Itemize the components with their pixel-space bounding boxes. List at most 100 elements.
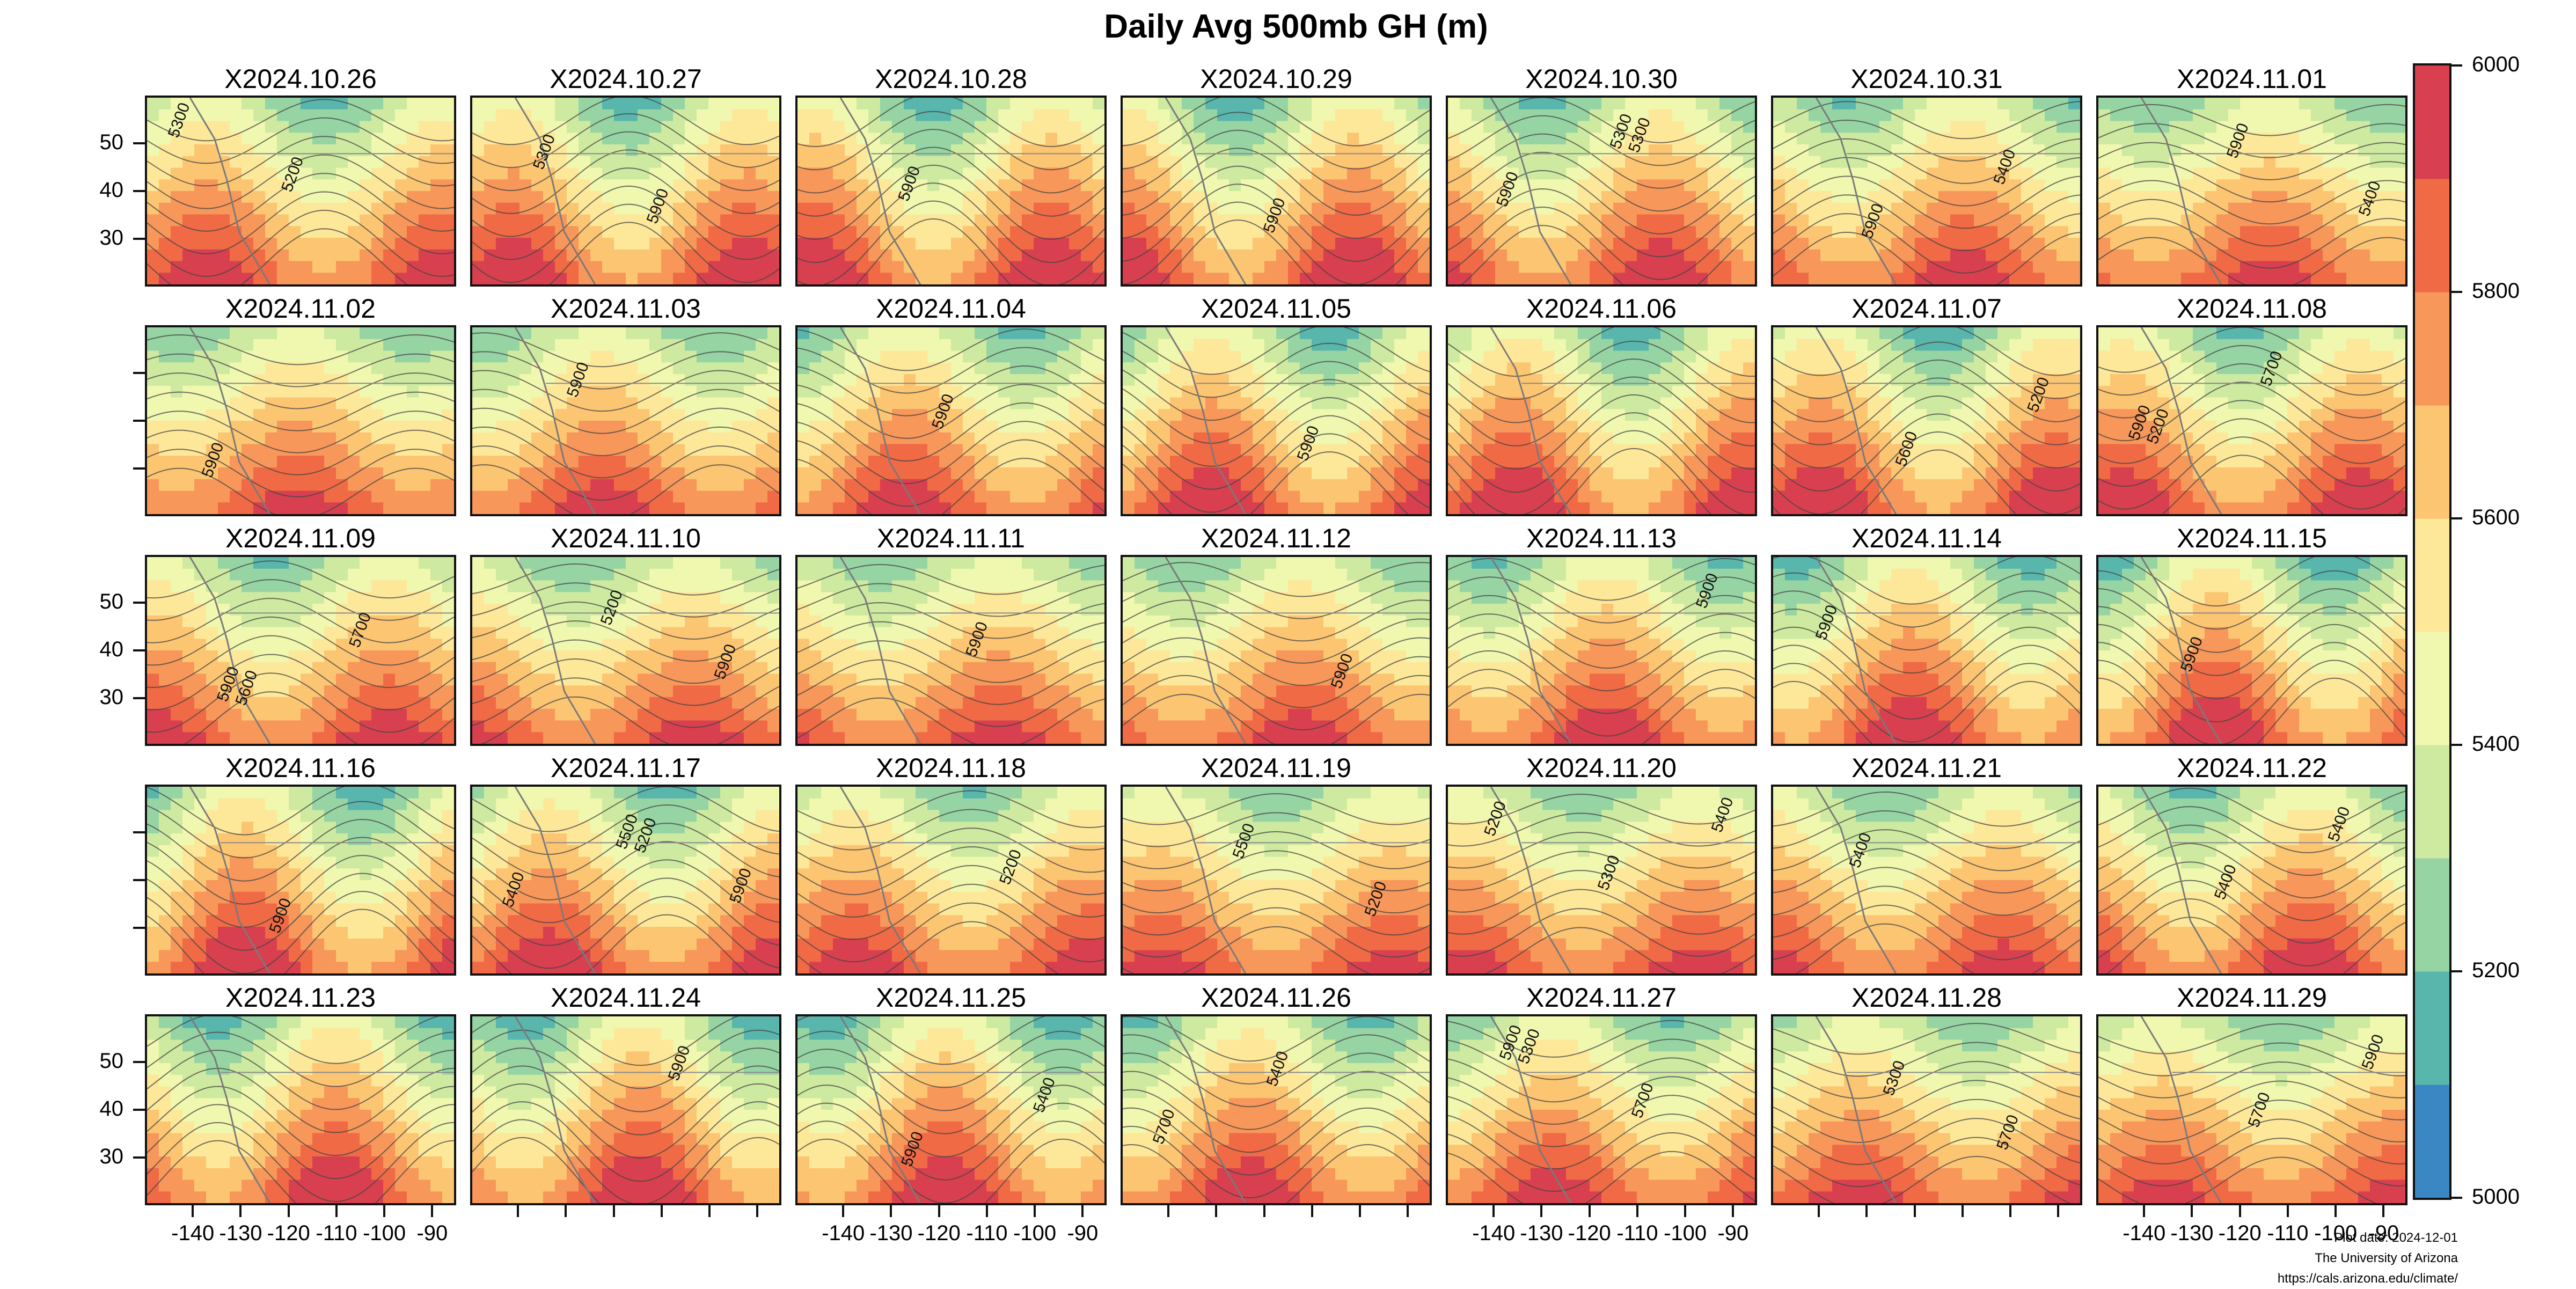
height-cell bbox=[419, 351, 431, 363]
height-cell bbox=[395, 98, 407, 109]
height-cell bbox=[1382, 273, 1395, 284]
height-cell bbox=[265, 327, 277, 339]
height-cell bbox=[1531, 374, 1543, 386]
height-cell bbox=[2275, 203, 2288, 215]
height-cell bbox=[1601, 238, 1614, 250]
height-cell bbox=[2045, 250, 2057, 261]
height-cell bbox=[241, 502, 254, 514]
height-cell bbox=[833, 179, 845, 191]
height-cell bbox=[1323, 351, 1336, 363]
height-cell bbox=[1135, 144, 1147, 156]
height-cell bbox=[1708, 109, 1720, 121]
height-cell bbox=[1997, 109, 2010, 121]
height-cell bbox=[1205, 491, 1218, 503]
height-cell bbox=[484, 121, 496, 133]
height-cell bbox=[1406, 215, 1418, 226]
height-cell bbox=[430, 502, 443, 514]
height-cell bbox=[1323, 121, 1336, 133]
height-cell bbox=[1288, 362, 1300, 374]
height-cell bbox=[1182, 226, 1194, 238]
height-cell bbox=[1323, 479, 1336, 491]
height-cell bbox=[1483, 250, 1496, 261]
height-cell bbox=[1359, 121, 1371, 133]
height-cell bbox=[1743, 351, 1755, 363]
height-cell bbox=[289, 351, 301, 363]
height-cell bbox=[1205, 261, 1218, 273]
height-cell bbox=[147, 203, 159, 215]
height-cell bbox=[1194, 261, 1206, 273]
height-cell bbox=[289, 502, 301, 514]
height-cell bbox=[1406, 351, 1418, 363]
height-cell bbox=[442, 339, 454, 351]
height-cell bbox=[1194, 491, 1206, 503]
height-cell bbox=[951, 456, 963, 467]
height-cell bbox=[998, 156, 1011, 168]
height-cell bbox=[697, 398, 709, 409]
height-cell bbox=[2264, 133, 2276, 144]
height-cell bbox=[2068, 109, 2080, 121]
height-cell bbox=[241, 191, 254, 203]
height-cell bbox=[927, 133, 940, 144]
height-cell bbox=[720, 179, 733, 191]
height-cell bbox=[626, 121, 638, 133]
height-cell bbox=[809, 351, 822, 363]
height-cell bbox=[1566, 409, 1578, 421]
height-cell bbox=[1868, 168, 1880, 180]
height-cell bbox=[1773, 168, 1785, 180]
height-cell bbox=[1034, 133, 1046, 144]
height-cell bbox=[555, 98, 567, 109]
height-cell bbox=[2228, 215, 2241, 226]
height-cell bbox=[1731, 215, 1744, 226]
height-cell bbox=[1448, 433, 1460, 444]
height-cell bbox=[939, 491, 952, 503]
y-tick-mark bbox=[133, 238, 145, 240]
height-cell bbox=[348, 179, 360, 191]
height-cell bbox=[732, 98, 744, 109]
height-cell bbox=[797, 109, 810, 121]
height-cell bbox=[797, 273, 810, 284]
height-cell bbox=[171, 250, 183, 261]
height-cell bbox=[2287, 98, 2300, 109]
height-cell bbox=[809, 491, 822, 503]
height-cell bbox=[407, 479, 419, 491]
height-cell bbox=[289, 433, 301, 444]
height-cell bbox=[697, 179, 709, 191]
height-cell bbox=[579, 409, 591, 421]
height-cell bbox=[744, 491, 756, 503]
height-cell bbox=[1312, 250, 1324, 261]
height-cell bbox=[1323, 238, 1336, 250]
height-cell bbox=[1696, 362, 1708, 374]
height-cell bbox=[312, 386, 325, 398]
height-cell bbox=[2275, 179, 2288, 191]
height-cell bbox=[472, 144, 485, 156]
height-cell bbox=[567, 479, 579, 491]
height-cell bbox=[1022, 215, 1034, 226]
height-cell bbox=[1418, 433, 1430, 444]
height-cell bbox=[1974, 226, 1986, 238]
height-cell bbox=[1253, 467, 1265, 479]
height-cell bbox=[744, 133, 756, 144]
height-cell bbox=[253, 421, 266, 433]
height-cell bbox=[1915, 191, 1927, 203]
height-cell bbox=[1045, 203, 1058, 215]
height-cell bbox=[1170, 238, 1182, 250]
height-cell bbox=[1034, 273, 1046, 284]
height-cell bbox=[277, 133, 289, 144]
height-cell bbox=[1323, 168, 1336, 180]
height-cell bbox=[277, 433, 289, 444]
height-cell bbox=[809, 121, 822, 133]
height-cell bbox=[1820, 226, 1833, 238]
height-cell bbox=[1123, 261, 1135, 273]
height-cell bbox=[2068, 179, 2080, 191]
height-cell bbox=[442, 386, 454, 398]
height-cell bbox=[1566, 156, 1578, 168]
height-cell bbox=[2045, 215, 2057, 226]
height-cell bbox=[383, 144, 396, 156]
height-cell bbox=[159, 491, 171, 503]
height-cell bbox=[1347, 238, 1359, 250]
height-cell bbox=[1731, 327, 1744, 339]
height-cell bbox=[797, 351, 810, 363]
height-cell bbox=[1844, 273, 1856, 284]
height-cell bbox=[2358, 261, 2370, 273]
height-cell bbox=[732, 374, 744, 386]
